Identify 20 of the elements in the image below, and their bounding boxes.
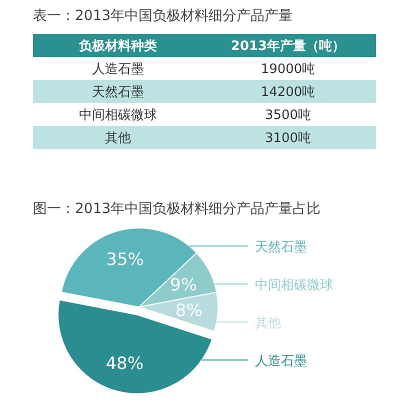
- data-label: 9%: [170, 275, 198, 296]
- data-label: 19000吨: [260, 62, 316, 77]
- data-label: 3500吨: [264, 108, 312, 123]
- data-label: 3100吨: [264, 131, 312, 146]
- data-label: 35%: [106, 250, 144, 270]
- category-label: 其他: [105, 131, 131, 146]
- slice-label: 其他: [255, 316, 281, 331]
- slice-label: 天然石墨: [255, 240, 307, 255]
- data-label: 8%: [175, 301, 202, 322]
- slice-label: 人造石墨: [255, 354, 307, 369]
- text: 负极材料种类: [78, 39, 157, 54]
- text: 表一：2013年中国负极材料细分产品产量: [33, 8, 293, 24]
- chart-title: 图一：2013年中国负极材料细分产品产量占比: [33, 201, 321, 217]
- category-label: 中间相碳微球: [79, 108, 157, 123]
- data-label: 48%: [106, 354, 144, 374]
- slice-label: 中间相碳微球: [255, 278, 333, 293]
- category-label: 人造石墨: [92, 62, 144, 77]
- data-label: 14200吨: [260, 85, 316, 100]
- category-label: 天然石墨: [92, 85, 144, 100]
- text: 2013年产量（吨）: [230, 38, 346, 54]
